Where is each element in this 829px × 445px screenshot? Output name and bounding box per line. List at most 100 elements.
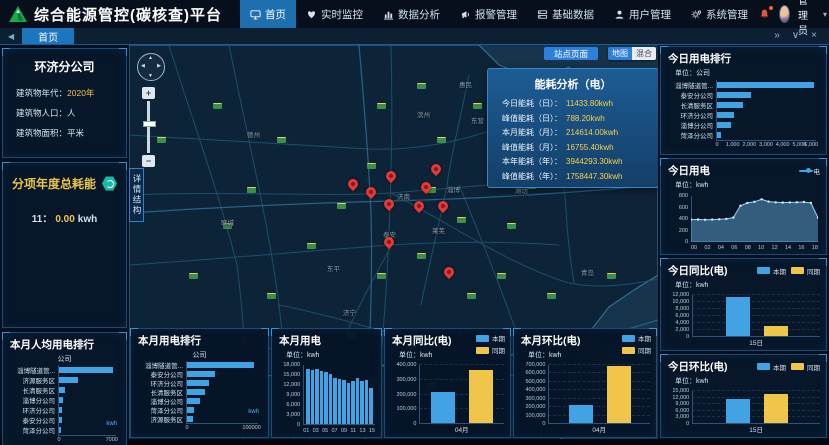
top-nav-bar: 综合能源管控(碳核查)平台 首页 实时监控 数据分析 报警管理 基础数据 用户管理 系统管理… xyxy=(0,0,829,37)
zoom-slider[interactable] xyxy=(143,101,156,153)
map-pin[interactable] xyxy=(411,198,427,214)
map-pan-control[interactable]: ▲ ▼ ◀ ▶ xyxy=(137,53,165,81)
brand: 综合能源管控(碳核查)平台 xyxy=(0,4,222,25)
map-pin[interactable] xyxy=(345,176,361,192)
nav-报警管理[interactable]: 报警管理 xyxy=(450,0,527,28)
bar xyxy=(187,380,209,387)
site-page-button[interactable]: 站点页面 xyxy=(544,47,598,60)
x-axis-label: 04月 xyxy=(592,427,607,434)
popup-row: 峰值能耗（年）： 1758447.30kwh xyxy=(502,171,623,181)
road-badge-icon xyxy=(417,253,426,259)
legend-item[interactable]: 同期 xyxy=(476,345,505,355)
map-pin[interactable] xyxy=(428,161,444,177)
bar xyxy=(59,407,63,413)
legend-item[interactable]: 本期 xyxy=(476,333,505,343)
month-mom-chart: 0 100,000 200,000 300,000 400,000 500,000 600,… xyxy=(518,362,652,434)
map-pin[interactable] xyxy=(441,264,457,280)
nav-基础数据[interactable]: 基础数据 xyxy=(527,0,604,28)
dashboard-main: 环济分公司 建筑物年代：2020年 建筑物人口：人 建筑物面积：平米 分项年度总耗能… xyxy=(0,45,829,445)
city-label: 潍坊 xyxy=(515,188,528,195)
grid-line xyxy=(548,397,650,399)
category-refresh-icon[interactable] xyxy=(102,176,117,191)
layer-混合[interactable]: 混合 xyxy=(632,47,656,60)
tab-home[interactable]: 首页 xyxy=(22,28,75,44)
nav-系统管理[interactable]: 系统管理 xyxy=(681,0,758,28)
company-info-row: 建筑物面积：平米 xyxy=(16,128,85,138)
grid-line xyxy=(692,390,820,391)
bar-同期 xyxy=(469,369,494,423)
zoom-in-button[interactable]: + xyxy=(142,87,155,99)
bar-同期 xyxy=(606,365,631,423)
gears-icon xyxy=(691,9,702,20)
user-menu-caret-icon[interactable]: ▾ xyxy=(823,9,828,19)
road-badge-icon xyxy=(457,217,466,223)
legend-item[interactable]: 同期 xyxy=(791,362,820,372)
road-badge-icon xyxy=(367,163,376,169)
left-column: 环济分公司 建筑物年代：2020年 建筑物人口：人 建筑物面积：平米 分项年度总耗能… xyxy=(2,48,127,445)
rank-row: 淄博分公司 xyxy=(137,396,258,406)
pan-up-icon[interactable]: ▲ xyxy=(148,55,153,61)
notification-bell-icon[interactable] xyxy=(758,5,773,21)
panel-title: 本月环比(电) xyxy=(521,335,581,347)
legend-item[interactable]: 电 xyxy=(798,166,820,176)
grid-line xyxy=(548,389,650,391)
pan-down-icon[interactable]: ▼ xyxy=(148,73,153,79)
y-tick: 9,000 xyxy=(286,392,301,398)
zoom-out-button[interactable]: − xyxy=(142,155,155,167)
legend: 本期 同期 xyxy=(757,266,820,276)
nav-数据分析[interactable]: 数据分析 xyxy=(373,0,450,28)
bar-本期 xyxy=(431,391,456,423)
bar xyxy=(59,417,62,423)
layer-地图[interactable]: 地图 xyxy=(608,47,632,60)
popup-row: 本月能耗（月）： 214614.00kwh xyxy=(502,128,619,137)
map-zoom-control: + − xyxy=(142,87,156,167)
road-badge-icon xyxy=(467,293,476,299)
bar xyxy=(187,389,206,395)
legend-item[interactable]: 同期 xyxy=(791,266,820,276)
legend-item[interactable]: 同期 xyxy=(622,345,651,355)
tabs-close-icon[interactable]: × xyxy=(811,30,817,41)
legend-item[interactable]: 本期 xyxy=(757,266,786,276)
rank-label: 长清服务区 xyxy=(22,388,56,395)
month-rank-chart: 淄博隧道管... 泰安分公司 环济分公司 长清服务区 淄博分公司 菏泽分公司 济源服务区 0 1… xyxy=(135,361,264,434)
nav-实时监控[interactable]: 实时监控 xyxy=(296,0,373,28)
road-badge-icon xyxy=(427,187,436,193)
map-pin[interactable] xyxy=(381,196,397,212)
detail-structure-button[interactable]: 详情结构 xyxy=(129,168,144,222)
nav-用户管理[interactable]: 用户管理 xyxy=(604,0,681,28)
bar-track xyxy=(716,80,816,90)
y-tick: 400,000 xyxy=(396,362,417,368)
user-icon xyxy=(614,9,625,20)
bar xyxy=(59,397,64,403)
map-area[interactable]: 德州聊城滨州东营惠民济南淄博潍坊烟台威海青岛泰安莱芜济宁菏泽临沂日照枣庄东平 ▲… xyxy=(129,45,658,439)
today-power-chart: 0 200 400 600 800 00 02 04 06 08 10 12 14 16 18 xyxy=(665,192,822,251)
pan-left-icon[interactable]: ◀ xyxy=(141,63,145,69)
y-tick: 0 xyxy=(542,421,546,427)
month-power-chart: 0 3,000 6,000 9,000 12,000 15,000 18,000 01 03 05… xyxy=(276,362,377,434)
rank-label: 淄博隧道管... xyxy=(17,368,55,375)
map-pin[interactable] xyxy=(435,198,451,214)
city-label: 青岛 xyxy=(581,270,594,277)
user-avatar[interactable] xyxy=(779,5,791,23)
app-title: 综合能源管控(碳核查)平台 xyxy=(34,6,222,24)
pan-right-icon[interactable]: ▶ xyxy=(157,63,161,69)
map-pin[interactable] xyxy=(383,168,399,184)
legend-item[interactable]: 本期 xyxy=(622,333,651,343)
rank-label: 菏泽分公司 xyxy=(680,133,714,140)
entry-value: 0.00 xyxy=(55,214,75,225)
plot-area xyxy=(419,365,504,424)
nav-首页[interactable]: 首页 xyxy=(240,0,296,28)
user-name[interactable]: 管理员 xyxy=(798,0,809,37)
bar xyxy=(187,415,194,422)
collapse-tabs-icon[interactable]: ◀ xyxy=(8,31,15,41)
y-tick: 6,000 xyxy=(675,407,690,414)
bar-track xyxy=(58,395,116,405)
tabs-forward-icon[interactable]: » xyxy=(774,30,780,41)
bar-track xyxy=(186,414,258,424)
rank-row: 环济分公司 xyxy=(137,378,258,388)
map-pin[interactable] xyxy=(363,184,379,200)
legend-item[interactable]: 本期 xyxy=(757,362,786,372)
road-badge-icon xyxy=(507,223,516,229)
tabs-dropdown-icon[interactable]: ∨ xyxy=(791,30,800,41)
zoom-slider-knob[interactable] xyxy=(143,121,156,127)
